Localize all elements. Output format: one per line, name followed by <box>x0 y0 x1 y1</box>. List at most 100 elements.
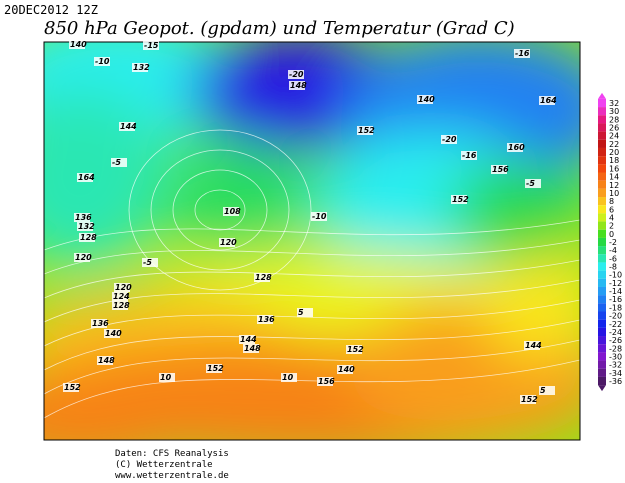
colorbar-segment <box>598 115 606 124</box>
contour-label-box <box>357 126 373 135</box>
contour-line <box>44 319 580 371</box>
colorbar-segment <box>598 360 606 369</box>
colorbar-label: -36 <box>609 377 622 386</box>
map-field <box>44 42 580 440</box>
contour-label-box <box>281 373 297 382</box>
colorbar-segment <box>598 311 606 320</box>
colorbar-segment <box>598 107 606 116</box>
contour-label: 164 <box>540 96 557 105</box>
contour-label: 152 <box>521 395 538 404</box>
contour-label: 136 <box>92 319 109 328</box>
colorbar-arrow-top <box>598 92 606 99</box>
colorbar-segment <box>598 319 606 328</box>
contour-label-box <box>239 335 255 344</box>
contour-label: 140 <box>418 95 435 104</box>
colorbar-segment <box>598 262 606 271</box>
colorbar-label: 30 <box>609 107 619 116</box>
contour-label: 10 <box>282 373 294 382</box>
contour-label-box <box>451 195 467 204</box>
contour-label-box <box>337 365 353 374</box>
contour-label: 148 <box>244 344 261 353</box>
contour-label: 120 <box>220 238 237 247</box>
field-blob <box>450 160 580 260</box>
contour-label-box <box>91 319 107 328</box>
colorbar-label: 10 <box>609 189 619 198</box>
colorbar-segment <box>598 254 606 263</box>
contour-label-box <box>77 173 93 182</box>
contour-label: 148 <box>290 81 307 90</box>
colorbar-segment <box>598 131 606 140</box>
contour-line <box>44 239 580 275</box>
colorbar-label: 14 <box>609 173 619 182</box>
colorbar-label: -34 <box>609 369 622 378</box>
colorbar-segment <box>598 213 606 222</box>
contour-label-box <box>288 70 304 79</box>
contour-label-box <box>297 308 313 317</box>
contour-label-box <box>111 158 127 167</box>
contour-line <box>44 279 580 323</box>
field-blob <box>170 140 310 260</box>
colorbar-label: -10 <box>609 271 622 280</box>
contour-label-box <box>491 165 507 174</box>
colorbar-segment <box>598 270 606 279</box>
contour-label: 120 <box>75 253 92 262</box>
colorbar-label: -6 <box>609 254 617 263</box>
contour-label: -10 <box>312 212 327 221</box>
contour-label-box <box>63 383 79 392</box>
contour-label: 124 <box>113 292 130 301</box>
colorbar-segment <box>598 286 606 296</box>
contour-label-box <box>417 95 433 104</box>
colorbar-segment <box>598 221 606 230</box>
contour-label-box <box>311 212 327 221</box>
contour-label-box <box>112 301 128 310</box>
contour-label-box <box>461 151 477 160</box>
contour-label-box <box>317 377 333 386</box>
contour-label-box <box>97 356 113 365</box>
contour-label: 164 <box>78 173 95 182</box>
contour-label: 140 <box>70 40 87 49</box>
contour-label: -5 <box>143 258 152 267</box>
contour-label: 144 <box>240 335 257 344</box>
contour-label: 152 <box>64 383 81 392</box>
contour-label-box <box>243 344 259 353</box>
contour-label-box <box>104 329 120 338</box>
colorbar-label: -14 <box>609 287 622 296</box>
field-blob <box>480 240 580 360</box>
colorbar-label: -24 <box>609 328 622 337</box>
contour-label: 152 <box>347 345 364 354</box>
colorbar-label: 26 <box>609 124 619 133</box>
contour-label-box <box>289 81 305 90</box>
contour-label: 156 <box>492 165 509 174</box>
colorbar-segment <box>598 123 606 132</box>
colorbar-label: -22 <box>609 320 622 329</box>
colorbar-label: 2 <box>609 222 614 231</box>
contour-label: 152 <box>452 195 469 204</box>
contour-label: 120 <box>115 283 132 292</box>
field-blob <box>44 370 200 440</box>
colorbar-segment <box>598 197 606 206</box>
contour-label-box <box>74 253 90 262</box>
contour-line <box>44 219 580 251</box>
contour-label-box <box>514 49 530 58</box>
contour-label: 136 <box>258 315 275 324</box>
contour-line <box>172 169 268 251</box>
contour-label: 5 <box>540 386 546 395</box>
colorbar-label: -28 <box>609 344 622 353</box>
contour-label-box <box>441 135 457 144</box>
contour-label: 140 <box>338 365 355 374</box>
colorbar-segment <box>598 172 606 181</box>
footer-line: (C) Wetterzentrale <box>115 460 213 470</box>
colorbar-segment <box>598 336 606 345</box>
contour-label: 136 <box>75 213 92 222</box>
colorbar-label: -26 <box>609 336 622 345</box>
contour-line <box>44 339 580 395</box>
contour-label-box <box>525 179 541 188</box>
contour-label-box <box>524 341 540 350</box>
contour-label-box <box>114 283 130 292</box>
colorbar-label: -4 <box>609 246 617 255</box>
colorbar-label: 16 <box>609 164 619 173</box>
contour-label: -5 <box>526 179 535 188</box>
contour-label: 148 <box>98 356 115 365</box>
colorbar-arrow-bottom <box>598 385 606 392</box>
contour-label-box <box>69 40 85 49</box>
